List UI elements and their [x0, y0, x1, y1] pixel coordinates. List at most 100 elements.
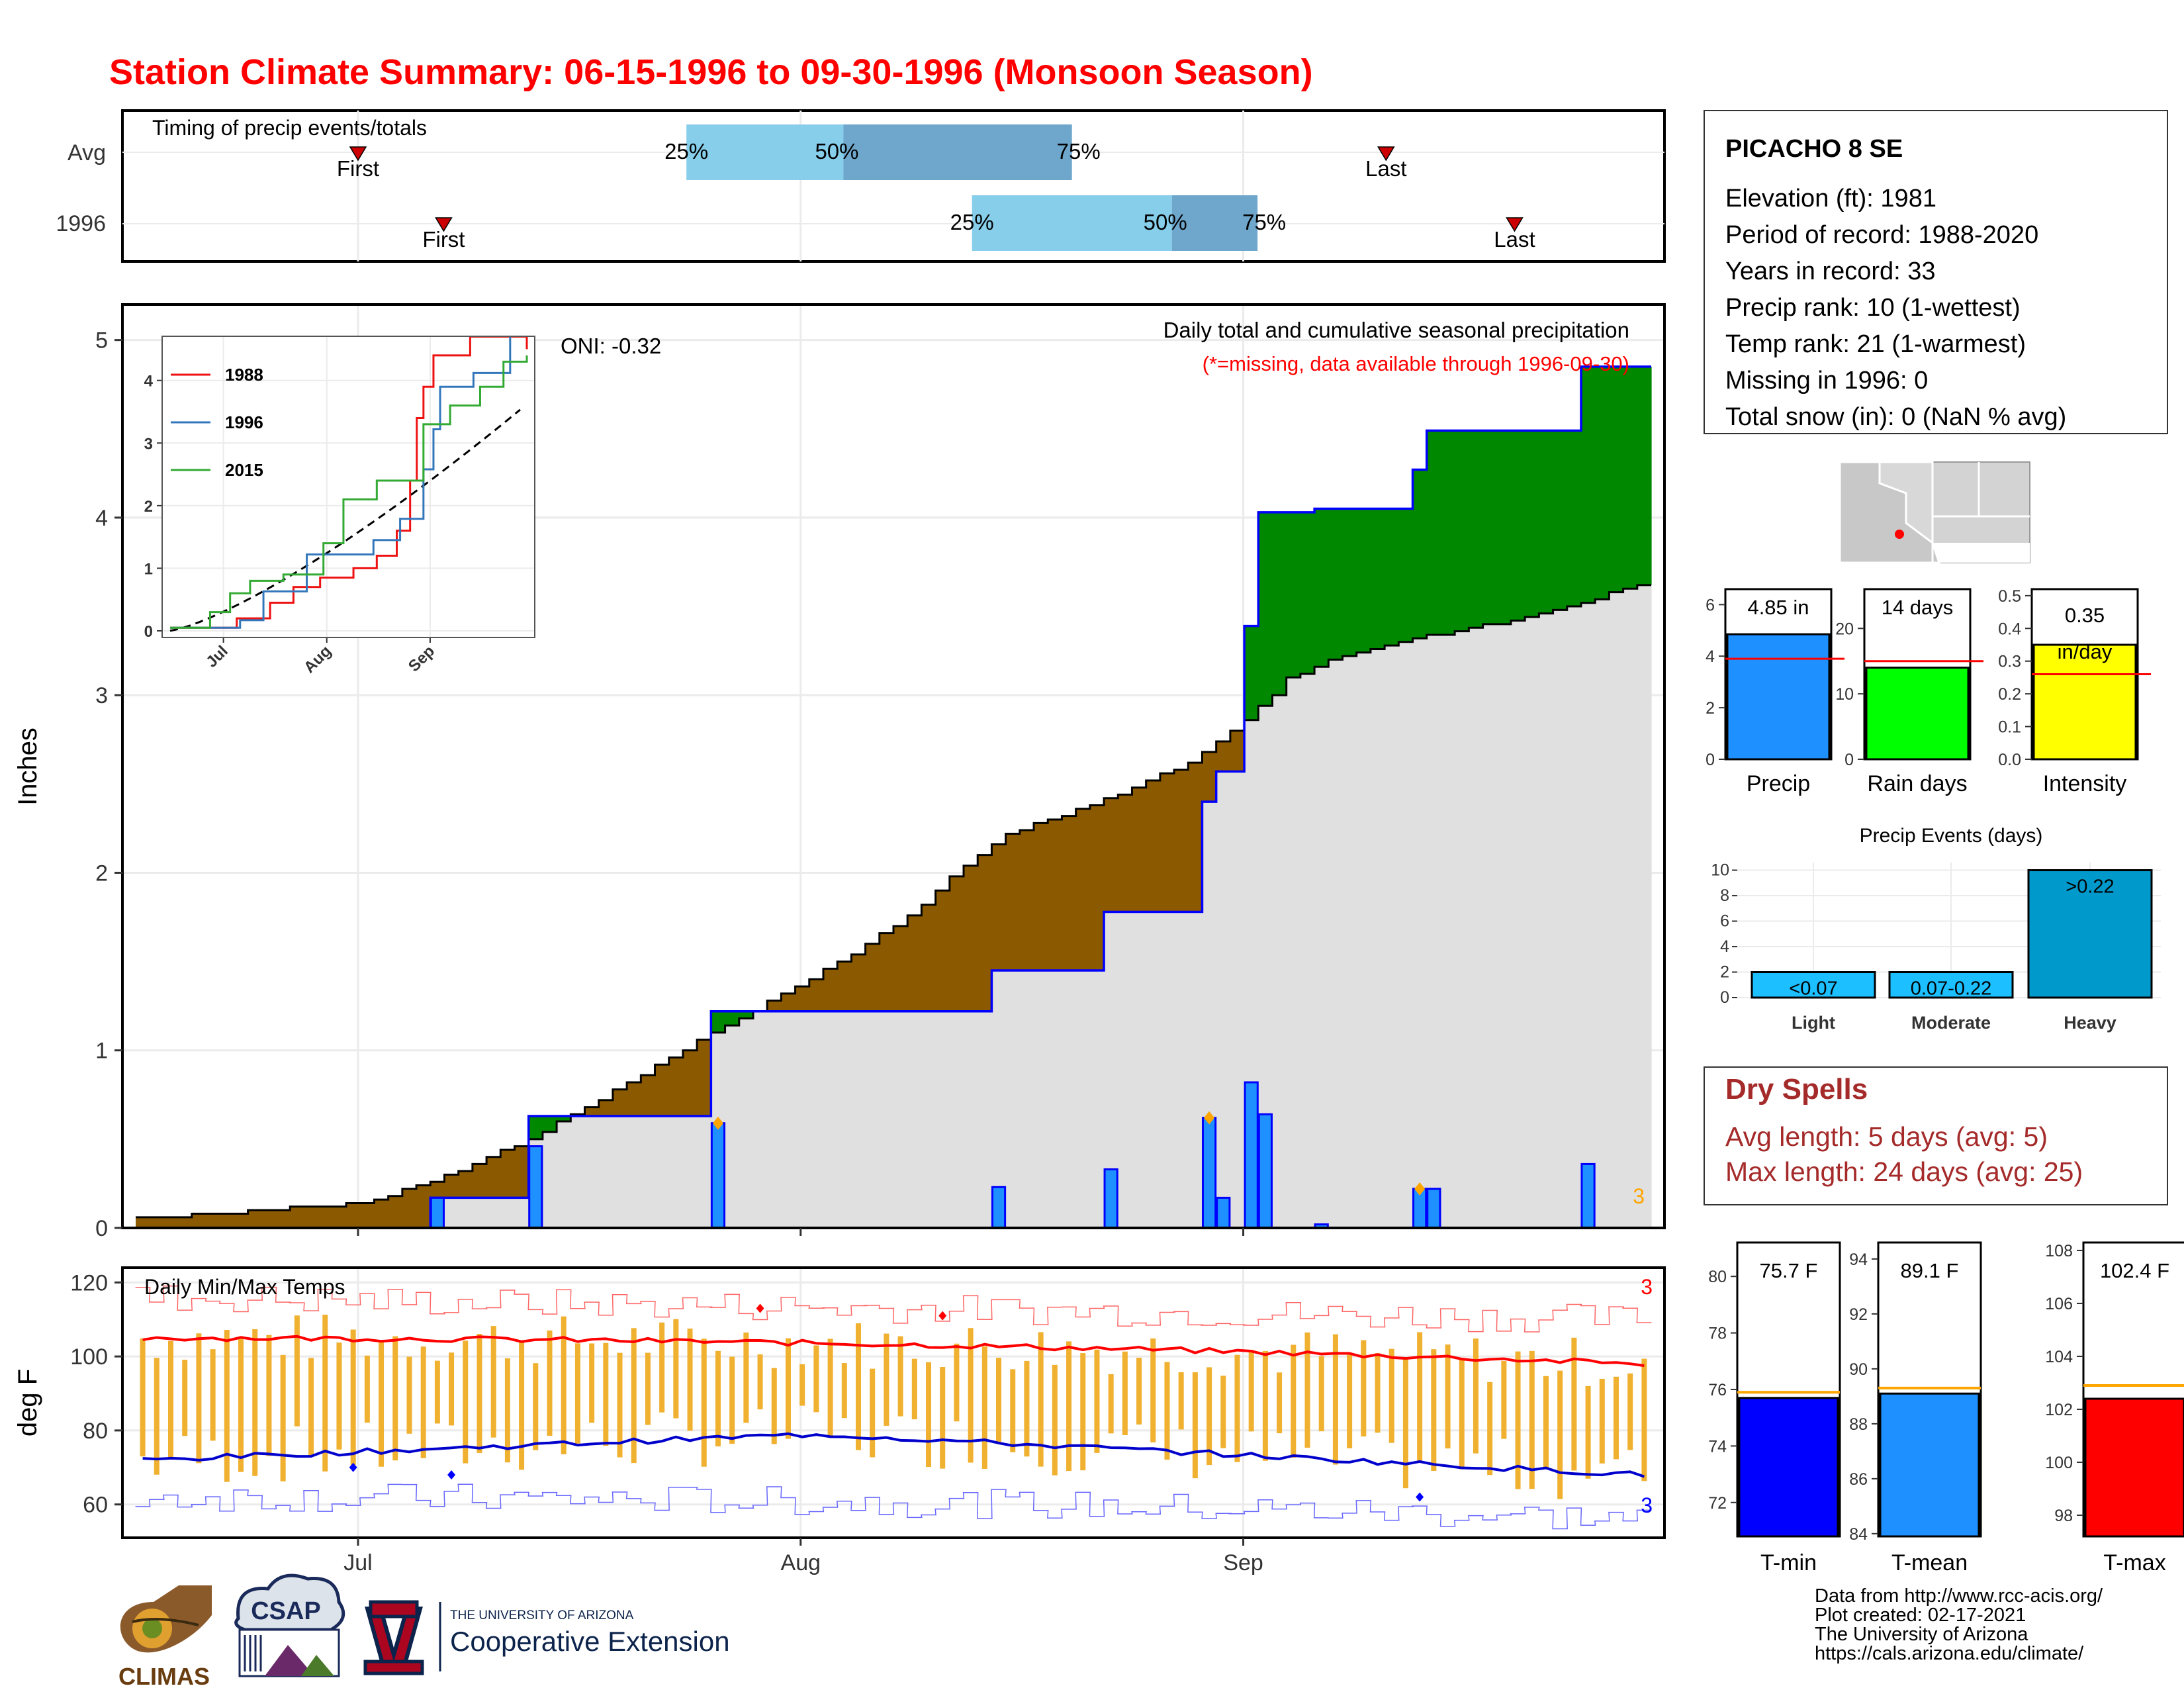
- daily-temp-bar: [1122, 1351, 1128, 1435]
- cumulative-base-fill: [1356, 652, 1371, 1228]
- footer-line-url: https://cals.arizona.edu/climate/: [1815, 1643, 2084, 1664]
- inset-series-line: [170, 336, 528, 629]
- events-bar: [1751, 971, 1876, 999]
- events-y-tick-label: 0: [1720, 988, 1729, 1007]
- daily-temp-bar: [855, 1323, 861, 1450]
- daily-temp-bar: [196, 1333, 202, 1464]
- surplus-fill: [1300, 512, 1315, 674]
- cumulative-base-fill: [682, 1115, 698, 1228]
- station-info-box: PICACHO 8 SE Elevation (ft): 1981 Period…: [1704, 110, 2168, 434]
- deficit-fill: [682, 1050, 698, 1116]
- timing-last-marker: [1377, 146, 1395, 162]
- deficit-fill: [879, 933, 894, 1011]
- deficit-fill: [668, 1057, 684, 1116]
- daily-temp-bar: [294, 1315, 300, 1427]
- temp-max-count: 3: [1641, 1275, 1653, 1299]
- cumulative-base-fill: [725, 1025, 740, 1228]
- temp-chart-value-bar: [1879, 1392, 1980, 1538]
- deficit-fill: [388, 1196, 403, 1228]
- daily-temp-bar: [1501, 1360, 1507, 1439]
- cumulative-base-fill: [1328, 659, 1343, 1228]
- surplus-fill: [1385, 508, 1399, 646]
- deficit-fill: [1005, 833, 1021, 971]
- precip-events-chart: Precip Events (days) 0 2 4 6 8 10 <0.07 Light 0.…: [1711, 825, 2161, 1033]
- csap-logo: CSAP: [234, 1573, 345, 1677]
- temp-chart-value-label: 75.7 F: [1760, 1259, 1818, 1282]
- daily-temp-bar: [743, 1332, 749, 1423]
- surplus-fill: [528, 1115, 543, 1139]
- university-of-arizona-logo: THE UNIVERSITY OF ARIZONA Cooperative Ex…: [363, 1600, 730, 1675]
- record-high-marker: [938, 1311, 947, 1321]
- cumulative-base-fill: [1089, 970, 1105, 1228]
- precip-y-tick-label: 2: [95, 861, 108, 886]
- timing-first-label: First: [422, 227, 465, 252]
- average-min-temp-line: [142, 1432, 1645, 1478]
- cumulative-base-fill: [1623, 588, 1638, 1228]
- timing-last-label: Last: [1365, 156, 1406, 181]
- daily-temp-bar: [420, 1346, 426, 1458]
- daily-temp-bar: [561, 1316, 567, 1454]
- daily-temp-bar: [1543, 1376, 1549, 1469]
- cumulative-base-fill: [1455, 631, 1469, 1228]
- daily-temp-bar: [1304, 1332, 1310, 1448]
- cumulative-base-fill: [851, 1011, 866, 1228]
- events-y-tick-label: 10: [1711, 861, 1729, 880]
- precip-y-axis-label: Inches: [13, 727, 42, 806]
- daily-temp-bar: [1277, 1372, 1283, 1434]
- daily-precip-bar: [1103, 1168, 1118, 1229]
- location-map: [1839, 461, 2030, 564]
- deficit-fill: [949, 876, 964, 1011]
- mini-chart-category-label: Rain days: [1867, 771, 1967, 796]
- daily-temp-bar: [968, 1328, 974, 1463]
- cumulative-base-fill: [1216, 771, 1231, 1228]
- daily-precip-bar: [430, 1196, 445, 1229]
- mini-chart-category-label: Precip: [1747, 771, 1810, 796]
- deficit-fill: [500, 1149, 516, 1198]
- cumulative-base-fill: [752, 1011, 768, 1228]
- daily-temp-bar: [940, 1367, 946, 1469]
- mini-chart-y-tick-label: 20: [1835, 620, 1854, 638]
- events-y-tick-label: 8: [1720, 886, 1729, 905]
- mini-chart-y-tick-label: 0.4: [1998, 620, 2021, 638]
- deficit-fill: [837, 961, 852, 1011]
- surplus-fill: [1440, 430, 1455, 635]
- daily-temp-bar: [757, 1354, 763, 1410]
- surplus-fill: [1455, 430, 1469, 632]
- ua-logo-small-text: THE UNIVERSITY OF ARIZONA: [450, 1609, 634, 1622]
- daily-temp-bar: [897, 1336, 903, 1417]
- cumulative-base-fill: [1370, 649, 1385, 1228]
- record-precip-marker: [1204, 1111, 1215, 1125]
- deficit-fill: [1075, 808, 1091, 971]
- ua-logo-big-text: Cooperative Extension: [450, 1626, 730, 1657]
- cumulative-base-fill: [627, 1115, 641, 1228]
- deficit-fill: [163, 1217, 179, 1228]
- daily-precip-bar: [710, 1122, 726, 1229]
- daily-precip-bar: [1201, 1117, 1217, 1229]
- daily-temp-bar: [1445, 1344, 1451, 1449]
- daily-temp-bar: [1347, 1354, 1353, 1448]
- cumulative-base-fill: [486, 1197, 501, 1228]
- daily-temp-bar: [224, 1329, 230, 1482]
- surplus-fill: [1398, 508, 1414, 642]
- cumulative-base-fill: [1426, 634, 1441, 1228]
- station-temp-rank: Temp rank: 21 (1-warmest): [1725, 330, 2026, 358]
- timing-q25-label: 25%: [950, 210, 994, 234]
- mini-chart-category-label: Intensity: [2043, 771, 2127, 796]
- daily-temp-bar: [701, 1338, 707, 1467]
- cumulative-base-fill: [1510, 620, 1525, 1228]
- daily-temp-bar: [1291, 1344, 1297, 1458]
- cumulative-base-fill: [809, 1011, 824, 1228]
- deficit-fill: [1019, 830, 1034, 971]
- daily-temp-bar: [266, 1335, 272, 1456]
- inset-legend-label: 2015: [225, 460, 263, 480]
- timing-quartile-bar: [972, 195, 1172, 251]
- daily-temp-bar: [1192, 1372, 1198, 1479]
- deficit-fill: [444, 1174, 459, 1198]
- daily-temp-bar: [841, 1363, 847, 1419]
- daily-temp-bar: [1557, 1370, 1563, 1499]
- daily-temp-bar: [1136, 1358, 1142, 1425]
- surplus-fill: [1553, 430, 1568, 610]
- station-name: PICACHO 8 SE: [1725, 135, 1903, 163]
- cumulative-base-fill: [1300, 674, 1315, 1228]
- daily-temp-bar: [1417, 1332, 1423, 1461]
